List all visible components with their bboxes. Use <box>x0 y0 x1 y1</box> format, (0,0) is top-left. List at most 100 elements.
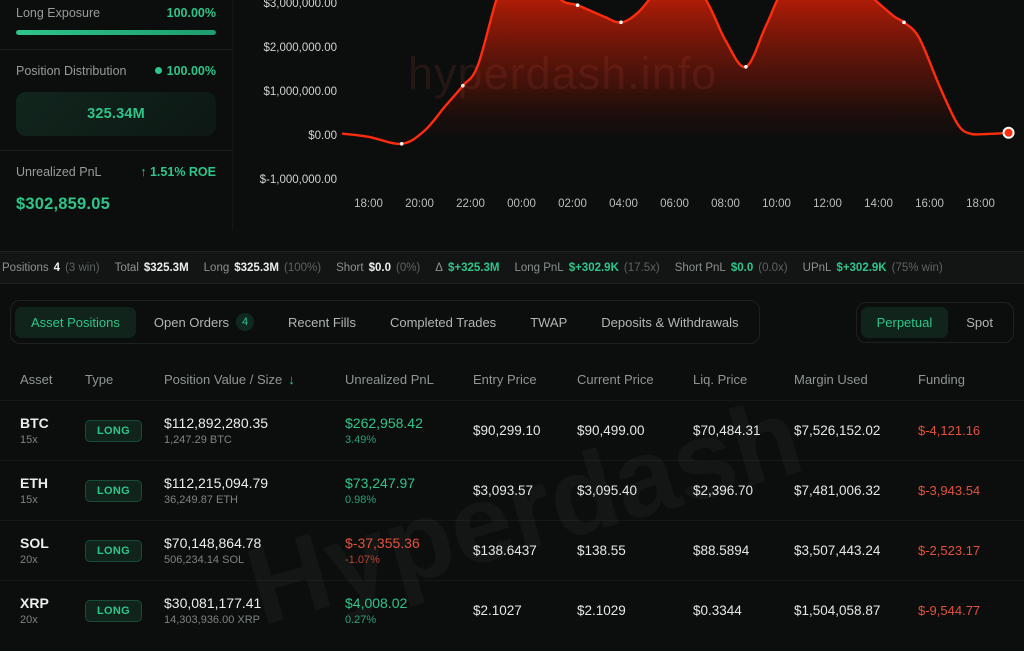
stat-label: Long <box>203 261 230 274</box>
column-header-liq-price[interactable]: Liq. Price <box>693 372 794 387</box>
market-type-tabs: Perpetual Spot <box>855 301 1014 343</box>
tab-asset-positions[interactable]: Asset Positions <box>15 306 136 338</box>
position-row-btc[interactable]: BTC 15x LONG $112,892,280.35 1,247.29 BTC $26… <box>0 400 1024 460</box>
liq-price-cell: $70,484.31 <box>693 423 761 438</box>
position-row-xrp[interactable]: XRP 20x LONG $30,081,177.41 14,303,936.00 XR… <box>0 580 1024 640</box>
tab-label: TWAP <box>530 314 568 330</box>
tab-twap[interactable]: TWAP <box>514 307 583 338</box>
position-value-cell: $112,892,280.35 1,247.29 BTC <box>164 415 345 446</box>
column-header-label: Position Value / Size <box>164 371 283 387</box>
x-axis-tick-label: 12:00 <box>813 198 842 210</box>
stat-upnl: UPnL $+302.9K (75% win) <box>803 262 943 274</box>
tab-completed-trades[interactable]: Completed Trades <box>374 307 512 338</box>
top-section: Long Exposure 100.00% Position Distribut… <box>0 0 1024 230</box>
column-header-entry-price[interactable]: Entry Price <box>473 372 577 387</box>
asset-cell: XRP 20x <box>20 595 85 626</box>
tab-deposits-withdrawals[interactable]: Deposits & Withdrawals <box>585 307 754 338</box>
stat-value: $0.0 <box>730 261 754 274</box>
x-axis-tick-label: 00:00 <box>507 198 536 210</box>
tab-spot[interactable]: Spot <box>950 307 1009 338</box>
total-position-box[interactable]: 325.34M <box>16 92 216 136</box>
tab-open-orders[interactable]: Open Orders 4 <box>138 305 270 339</box>
data-point-marker <box>902 20 906 25</box>
tab-label: Spot <box>966 314 993 330</box>
unrealized-pnl-value: $4,008.02 <box>345 595 408 611</box>
x-axis-tick-label: 18:00 <box>966 198 995 210</box>
column-header-label: Unrealized PnL <box>345 371 434 387</box>
position-value: $30,081,177.41 <box>164 595 262 611</box>
x-axis-tick-label: 16:00 <box>915 198 944 210</box>
type-cell: LONG <box>85 599 164 622</box>
unrealized-pnl-cell: $-37,355.36 -1.07% <box>345 535 473 566</box>
unrealized-pnl-cell: $262,958.42 3.49% <box>345 415 473 446</box>
stat-value: $0.0 <box>368 261 391 274</box>
position-value: $112,215,094.79 <box>164 475 269 491</box>
tab-recent-fills[interactable]: Recent Fills <box>272 307 372 338</box>
stat-label: Total <box>114 261 139 274</box>
summary-panel: Long Exposure 100.00% Position Distribut… <box>0 0 233 230</box>
long-badge: LONG <box>85 479 142 502</box>
stat-total: Total $325.3M <box>115 262 189 274</box>
position-value-cell: $30,081,177.41 14,303,936.00 XRP <box>164 595 345 626</box>
stat-value: $325.3M <box>234 261 280 274</box>
position-row-eth[interactable]: ETH 15x LONG $112,215,094.79 36,249.87 ETH $7… <box>0 460 1024 520</box>
unrealized-pnl-cell: $4,008.02 0.27% <box>345 595 473 626</box>
tab-label: Completed Trades <box>389 314 497 330</box>
position-size: 1,247.29 BTC <box>164 434 232 446</box>
unrealized-pnl-percent: 0.98% <box>345 494 377 506</box>
tab-label: Open Orders <box>153 314 230 330</box>
long-badge: LONG <box>85 599 142 622</box>
data-point-marker <box>744 65 748 69</box>
funding-cell: $-2,523.17 <box>918 543 981 558</box>
stat-long-pnl: Long PnL $+302.9K (17.5x) <box>514 262 659 274</box>
position-row-sol[interactable]: SOL 20x LONG $70,148,864.78 506,234.14 SOL $-… <box>0 520 1024 580</box>
type-cell: LONG <box>85 539 164 562</box>
stat-note: (17.5x) <box>623 261 660 274</box>
asset-leverage: 15x <box>20 494 38 506</box>
pnl-chart[interactable]: hyperdash.info $3,000,000.00$2,000,000.0… <box>233 0 1024 230</box>
asset-cell: SOL 20x <box>20 535 85 566</box>
x-axis-tick-label: 06:00 <box>660 198 689 210</box>
tab-label: Asset Positions <box>31 314 120 330</box>
tab-label: Perpetual <box>876 314 933 330</box>
stat-note: (0.0x) <box>758 261 788 274</box>
x-axis-tick-label: 18:00 <box>354 198 383 210</box>
long-badge: LONG <box>85 539 142 562</box>
table-header-row: Asset Type Position Value / Size ↓ Unrealize… <box>0 358 1024 400</box>
data-point-marker <box>461 83 465 88</box>
asset-leverage: 20x <box>20 614 38 626</box>
tab-label: Recent Fills <box>288 314 356 330</box>
long-exposure-bar <box>16 30 216 35</box>
current-price-cell: $90,499.00 <box>577 423 645 438</box>
column-header-position-value-size[interactable]: Position Value / Size ↓ <box>164 372 345 387</box>
column-header-current-price[interactable]: Current Price <box>577 372 693 387</box>
column-header-type[interactable]: Type <box>85 372 164 387</box>
column-header-label: Entry Price <box>473 371 537 387</box>
stat-value: 4 <box>53 261 61 274</box>
x-axis-tick-label: 02:00 <box>558 198 587 210</box>
column-header-unrealized-pnl[interactable]: Unrealized PnL <box>345 372 473 387</box>
stat-label: Δ <box>435 261 443 274</box>
x-axis-tick-label: 10:00 <box>762 198 791 210</box>
stat-note: (0%) <box>395 261 421 274</box>
column-header-asset[interactable]: Asset <box>20 372 85 387</box>
divider <box>0 49 232 50</box>
table-body: BTC 15x LONG $112,892,280.35 1,247.29 BTC $26… <box>0 400 1024 640</box>
current-price-cell: $138.55 <box>577 543 626 558</box>
tab-perpetual[interactable]: Perpetual <box>860 306 949 338</box>
data-point-marker <box>619 20 623 25</box>
asset-symbol: ETH <box>20 475 48 491</box>
stat-short-pnl: Short PnL $0.0 (0.0x) <box>675 262 788 274</box>
x-axis-tick-label: 04:00 <box>609 198 638 210</box>
pnl-line <box>341 0 1010 146</box>
section-tabs: Asset Positions Open Orders 4 Recent Fills C… <box>10 300 760 344</box>
margin-used-cell: $1,504,058.87 <box>794 603 881 618</box>
liq-price-cell: $2,396.70 <box>693 483 754 498</box>
column-header-funding[interactable]: Funding <box>918 372 1004 387</box>
column-header-margin-used[interactable]: Margin Used <box>794 372 918 387</box>
stat-label: Long PnL <box>514 261 564 274</box>
unrealized-pnl-cell: $73,247.97 0.98% <box>345 475 473 506</box>
position-distribution-value: 100.00% <box>154 64 216 78</box>
entry-price-cell: $138.6437 <box>473 543 537 558</box>
long-exposure-value: 100.00% <box>166 6 216 20</box>
